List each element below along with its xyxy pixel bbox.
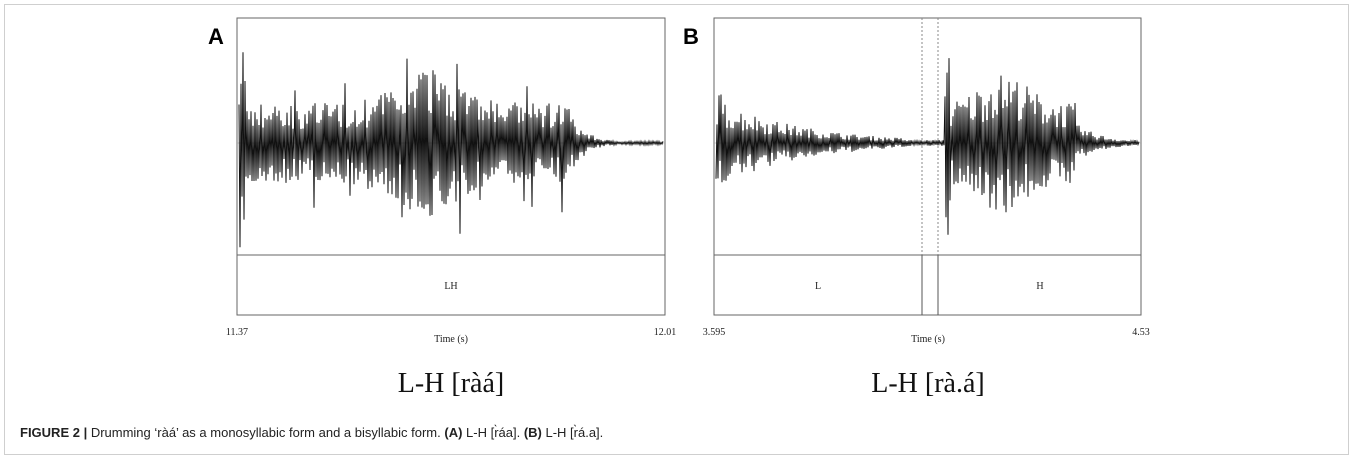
- caption-label: (B): [523, 425, 542, 440]
- caption-text: L-H [r̀áa].: [462, 425, 524, 440]
- caption-label: (A): [444, 425, 463, 440]
- plot-frame: [713, 17, 1142, 316]
- waveform: [715, 58, 1140, 235]
- tier-label: L: [815, 281, 821, 292]
- panel-label: A: [208, 24, 224, 49]
- axis-label: Time (s): [434, 334, 468, 345]
- transcription: L-H [ràá]: [398, 368, 504, 399]
- caption: FIGURE 2 | Drumming ‘ràá’ as a monosylla…: [20, 425, 603, 440]
- panel-a: A LH 11.37 12.01 Time (s) L-H [ràá]: [208, 17, 677, 399]
- panel-label: B: [683, 24, 699, 49]
- panel-b: B L H 3.595 4.53 Time (s) L-H [rà.á]: [683, 17, 1150, 399]
- time-start: 3.595: [703, 327, 726, 338]
- plot-frame: [236, 17, 666, 316]
- caption-text: Drumming ‘ràá’ as a monosyllabic form an…: [87, 425, 445, 440]
- caption-number: FIGURE 2 |: [20, 425, 88, 440]
- time-end: 4.53: [1132, 327, 1150, 338]
- figure-frame: [4, 4, 1349, 455]
- time-start: 11.37: [226, 327, 248, 338]
- caption-text: L-H [r̀á.a].: [541, 425, 604, 440]
- time-end: 12.01: [654, 327, 677, 338]
- transcription: L-H [rà.á]: [871, 368, 984, 399]
- tier-label: H: [1036, 281, 1043, 292]
- tier-label: LH: [444, 281, 457, 292]
- axis-label: Time (s): [911, 334, 945, 345]
- figure: A LH 11.37 12.01 Time (s) L-H [ràá] B L …: [208, 17, 1150, 399]
- waveform: [238, 52, 664, 248]
